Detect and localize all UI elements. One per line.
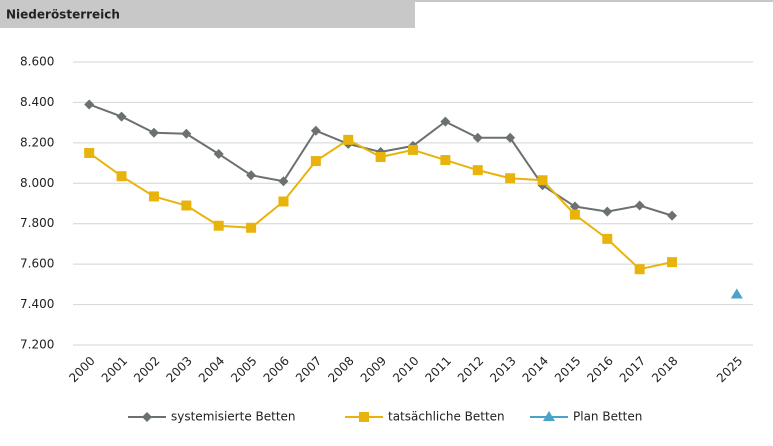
- data-point: [181, 200, 192, 211]
- y-tick-label: 8.600: [20, 55, 54, 69]
- x-tick-label: 2002: [131, 354, 162, 385]
- y-tick-label: 7.400: [20, 297, 54, 311]
- data-point: [84, 99, 95, 110]
- data-point: [148, 191, 159, 202]
- x-tick-label: 2007: [293, 354, 324, 385]
- data-point: [505, 132, 516, 143]
- x-tick-label: 2004: [196, 354, 227, 385]
- x-tick-label: 2006: [261, 354, 292, 385]
- y-tick-label: 8.400: [20, 95, 54, 109]
- x-tick-label: 2016: [584, 354, 615, 385]
- y-tick-label: 7.800: [20, 216, 54, 230]
- data-point: [602, 206, 613, 217]
- x-tick-label: 2014: [520, 354, 551, 385]
- data-point: [505, 173, 516, 184]
- data-point: [440, 116, 451, 127]
- data-point: [181, 128, 192, 139]
- legend-marker: [142, 412, 152, 422]
- data-point: [246, 170, 257, 181]
- y-tick-label: 7.200: [20, 338, 54, 352]
- data-point: [569, 209, 580, 220]
- x-tick-label: 2001: [99, 354, 130, 385]
- data-point: [602, 233, 613, 244]
- data-point: [84, 147, 95, 158]
- y-tick-label: 8.200: [20, 135, 54, 149]
- legend-label: tatsächliche Betten: [388, 410, 505, 424]
- x-tick-label: 2018: [649, 354, 680, 385]
- x-tick-label: 2010: [390, 354, 421, 385]
- data-point: [569, 201, 580, 212]
- y-tick-label: 7.600: [20, 257, 54, 271]
- legend-label: systemisierte Betten: [171, 410, 296, 424]
- data-point: [343, 134, 354, 145]
- data-point: [278, 176, 289, 187]
- x-tick-label: 2011: [422, 354, 453, 385]
- data-point: [213, 148, 224, 159]
- data-point: [375, 152, 386, 163]
- data-point: [730, 288, 743, 299]
- x-tick-label: 2025: [714, 354, 745, 385]
- x-tick-label: 2003: [163, 354, 194, 385]
- legend-label: Plan Betten: [573, 410, 642, 424]
- data-point: [116, 111, 127, 122]
- x-tick-label: 2015: [552, 354, 583, 385]
- data-point: [148, 127, 159, 138]
- header-bar: [0, 0, 415, 28]
- data-point: [667, 210, 678, 221]
- x-tick-label: 2008: [325, 354, 356, 385]
- legend-marker: [359, 412, 369, 422]
- y-tick-label: 8.000: [20, 176, 54, 190]
- x-tick-label: 2000: [66, 354, 97, 385]
- data-point: [310, 125, 321, 136]
- data-point: [213, 220, 224, 231]
- x-tick-label: 2012: [455, 354, 486, 385]
- x-tick-label: 2017: [617, 354, 648, 385]
- data-point: [634, 200, 645, 211]
- data-point: [440, 155, 451, 166]
- data-point: [408, 144, 418, 155]
- x-tick-label: 2009: [358, 354, 389, 385]
- data-point: [116, 171, 127, 182]
- data-point: [472, 132, 483, 143]
- data-point: [278, 196, 289, 207]
- data-point: [472, 165, 483, 176]
- x-tick-label: 2005: [228, 354, 259, 385]
- data-point: [246, 222, 257, 233]
- data-point: [634, 264, 645, 275]
- legend-marker: [543, 411, 555, 421]
- data-point: [537, 175, 548, 186]
- data-point: [310, 156, 321, 167]
- x-tick-label: 2013: [487, 354, 518, 385]
- data-point: [667, 257, 678, 268]
- chart-title: Niederösterreich: [6, 8, 120, 22]
